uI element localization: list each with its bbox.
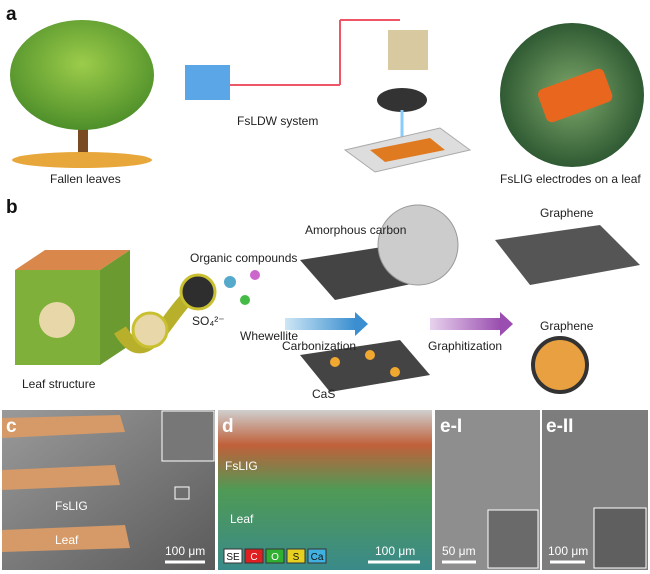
caption: Graphitization bbox=[428, 339, 502, 353]
eds-image bbox=[218, 410, 432, 570]
legend-swatch bbox=[223, 548, 243, 564]
vessel-end bbox=[131, 311, 169, 349]
molecule bbox=[224, 276, 236, 288]
panel-label: a bbox=[6, 4, 17, 25]
caption: Graphene bbox=[540, 319, 594, 333]
arrow bbox=[430, 318, 500, 330]
caption: Graphene bbox=[540, 206, 594, 220]
tree-crown bbox=[10, 20, 154, 130]
cas-particle bbox=[330, 357, 340, 367]
fallen-leaves bbox=[12, 152, 152, 168]
zoom-circle bbox=[377, 204, 459, 286]
zoom-box bbox=[174, 486, 190, 500]
legend-swatch bbox=[286, 548, 306, 564]
cas-sheet bbox=[300, 340, 430, 392]
legend-label: SE bbox=[226, 552, 240, 563]
panel-b: b Amorphous carbon Graphene Organic comp… bbox=[6, 197, 640, 401]
panel-label: e-II bbox=[546, 416, 573, 437]
arrow bbox=[500, 312, 513, 336]
arrow bbox=[355, 312, 368, 336]
scale-label: 100 μm bbox=[375, 544, 415, 558]
panel-d: SE C O S Ca d FsLIG Leaf 100 μm bbox=[218, 410, 432, 570]
vessel-end bbox=[179, 273, 217, 311]
arrow bbox=[285, 318, 355, 330]
panel-label: c bbox=[6, 416, 17, 437]
cas-particle bbox=[390, 367, 400, 377]
vein bbox=[39, 302, 75, 338]
graphene-sphere bbox=[531, 336, 589, 394]
scale-label: 100 μm bbox=[165, 544, 205, 558]
electrode bbox=[537, 68, 613, 123]
caption: Whewellite bbox=[240, 329, 298, 343]
panel-e: e-I 50 μm e-II 100 μm bbox=[435, 410, 648, 570]
caption: CaS bbox=[312, 387, 335, 401]
cas-particle bbox=[365, 350, 375, 360]
scale-label: 50 μm bbox=[442, 544, 476, 558]
leaf-strip bbox=[2, 465, 120, 490]
legend-label: C bbox=[250, 552, 257, 563]
legend-swatch bbox=[265, 548, 285, 564]
legend-label: Ca bbox=[311, 552, 324, 563]
caption: Carbonization bbox=[282, 339, 356, 353]
panel-label: d bbox=[222, 416, 234, 437]
legend-label: S bbox=[293, 552, 300, 563]
molecule bbox=[240, 295, 250, 305]
caption: FsLDW system bbox=[237, 114, 318, 128]
leaf-sample bbox=[370, 138, 445, 162]
caption: FsLIG bbox=[55, 499, 88, 513]
caption: Organic compounds bbox=[190, 251, 297, 265]
panel-a: a Fallen leaves FsLDW system FsLIG elect… bbox=[6, 4, 644, 186]
leaf-strip bbox=[2, 525, 130, 552]
laser-source bbox=[185, 65, 230, 100]
inset bbox=[161, 410, 215, 462]
caption: Leaf bbox=[230, 512, 254, 526]
panel-c: c FsLIG Leaf 100 μm bbox=[2, 410, 215, 570]
graphene-sheet bbox=[495, 225, 640, 285]
inset bbox=[593, 507, 647, 569]
objective bbox=[377, 88, 427, 112]
inset bbox=[487, 509, 539, 569]
caption: Leaf bbox=[55, 533, 79, 547]
caption: Fallen leaves bbox=[50, 172, 121, 186]
panel-label: e-I bbox=[440, 416, 462, 437]
caption: FsLIG electrodes on a leaf bbox=[500, 172, 641, 186]
caption: SO₄²⁻ bbox=[192, 314, 225, 328]
leaf-top bbox=[15, 250, 130, 270]
caption: Amorphous carbon bbox=[305, 223, 406, 237]
tree-trunk bbox=[78, 112, 88, 162]
caption: Leaf structure bbox=[22, 377, 96, 391]
panel-label: b bbox=[6, 197, 18, 218]
legend-swatch bbox=[244, 548, 264, 564]
caption: FsLIG bbox=[225, 459, 258, 473]
legend-label: O bbox=[271, 552, 279, 563]
molecule bbox=[250, 270, 260, 280]
galvo bbox=[388, 30, 428, 70]
scale-label: 100 μm bbox=[548, 544, 588, 558]
legend: SE C O S Ca bbox=[223, 548, 327, 564]
legend-swatch bbox=[307, 548, 327, 564]
leaf-strip bbox=[2, 415, 125, 438]
